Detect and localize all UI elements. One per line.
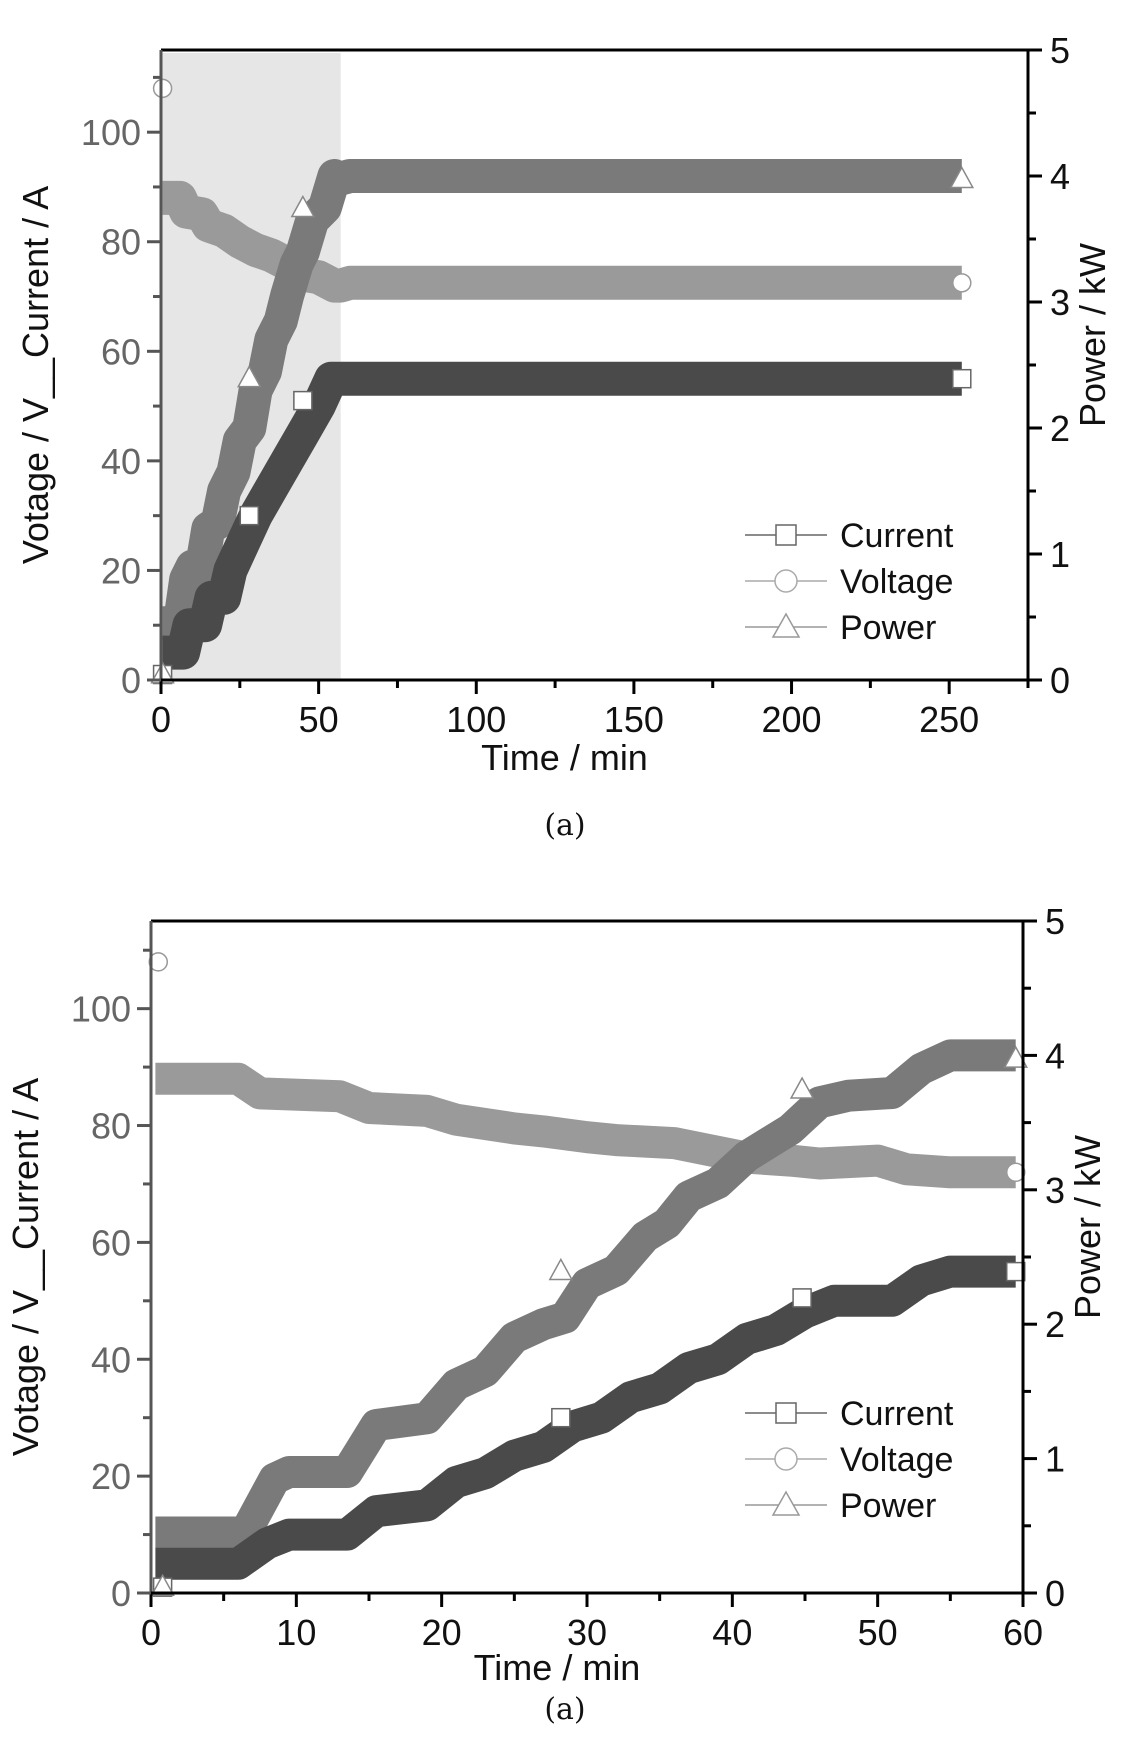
marker-current (1005, 1261, 1026, 1282)
marker-power (150, 1573, 175, 1597)
legend-label-power: Power (840, 1487, 936, 1525)
legend-marker-voltage (774, 1447, 798, 1471)
y-right-tick-label: 3 (1045, 1170, 1065, 1211)
y-right-tick-label: 4 (1045, 1035, 1065, 1076)
y-left-tick-label: 40 (101, 441, 141, 482)
figure-caption-a-top: (a) (544, 808, 586, 843)
marker-current (551, 1407, 571, 1428)
x-tick-label: 250 (919, 699, 979, 740)
y-left-tick-label: 0 (111, 1573, 131, 1614)
y-right-tick-label: 2 (1045, 1304, 1065, 1345)
y-left-tick-label: 60 (101, 331, 141, 372)
series-line-current (155, 1255, 1016, 1580)
legend-label-power: Power (840, 609, 936, 647)
y-right-tick-label: 4 (1050, 156, 1070, 197)
x-tick-label: 50 (299, 699, 339, 740)
marker-power (548, 1257, 574, 1281)
marker-voltage (152, 78, 173, 99)
x-tick-label: 150 (604, 699, 664, 740)
marker-voltage (952, 273, 972, 293)
y-right-tick-label: 1 (1050, 534, 1070, 575)
y-right-tick-label: 3 (1050, 282, 1070, 323)
y-left-tick-label: 80 (91, 1106, 131, 1147)
marker-power (150, 661, 175, 684)
y-left-tick-label: 0 (121, 660, 141, 701)
marker-current (239, 505, 260, 526)
y-left-tick-label: 60 (91, 1222, 131, 1263)
legend-label-current: Current (840, 517, 954, 555)
legend-marker-power (771, 612, 801, 638)
marker-voltage (1005, 1162, 1026, 1183)
y-left-tick-label: 80 (101, 222, 141, 263)
legend-label-voltage: Voltage (840, 563, 953, 601)
x-tick-label: 10 (276, 1612, 316, 1653)
y-left-tick-label: 40 (91, 1339, 131, 1380)
legend-marker-power (771, 1490, 801, 1516)
y-right-axis-title: Power / kW (1072, 243, 1113, 427)
legend-marker-voltage (774, 569, 798, 593)
x-tick-label: 0 (151, 699, 171, 740)
series-line-power (155, 1039, 1016, 1549)
y-left-axis-title: Votage / V__Current / A (5, 1078, 46, 1456)
series-line-current (162, 361, 962, 670)
y-left-tick-label: 100 (81, 112, 141, 153)
marker-power (789, 1076, 815, 1099)
marker-voltage (148, 952, 169, 972)
x-tick-label: 40 (712, 1612, 752, 1653)
marker-current (792, 1288, 812, 1308)
legend-marker-current (775, 1402, 797, 1424)
marker-current (952, 368, 972, 389)
y-right-tick-label: 5 (1045, 901, 1065, 942)
chart-full-run: 0 50 100 150 200 250 0 20 40 60 80 100 0 1 2 3 4 5 Time / … (15, 30, 1113, 778)
legend-marker-current (775, 524, 797, 546)
x-tick-label: 100 (446, 699, 506, 740)
y-left-tick-label: 100 (71, 989, 131, 1030)
y-right-tick-label: 0 (1045, 1573, 1065, 1614)
y-left-axis-title: Votage / V__Current / A (15, 186, 56, 564)
y-left-tick-label: 20 (101, 550, 141, 591)
y-right-tick-label: 2 (1050, 408, 1070, 449)
y-left-tick-label: 20 (91, 1456, 131, 1497)
series-line-power (162, 159, 962, 641)
y-right-tick-label: 5 (1050, 30, 1070, 71)
marker-current (293, 390, 313, 411)
figure-caption-a-bottom: (a) (544, 1692, 586, 1727)
x-axis-title: Time / min (481, 737, 648, 778)
x-tick-label: 20 (422, 1612, 462, 1653)
x-tick-label: 60 (1003, 1612, 1043, 1653)
marker-power (237, 365, 262, 388)
series-line-voltage (155, 1062, 1016, 1189)
marker-power (1003, 1045, 1029, 1068)
y-right-tick-label: 1 (1045, 1439, 1065, 1480)
y-right-axis-title: Power / kW (1067, 1135, 1108, 1319)
x-axis-title: Time / min (474, 1647, 641, 1688)
marker-power (290, 194, 316, 218)
marker-power (949, 165, 975, 189)
x-tick-label: 200 (762, 699, 822, 740)
x-tick-label: 30 (567, 1612, 607, 1653)
legend-label-voltage: Voltage (840, 1441, 953, 1479)
y-right-tick-label: 0 (1050, 660, 1070, 701)
x-tick-label: 0 (141, 1612, 161, 1653)
legend-label-current: Current (840, 1395, 954, 1433)
x-tick-label: 50 (858, 1612, 898, 1653)
